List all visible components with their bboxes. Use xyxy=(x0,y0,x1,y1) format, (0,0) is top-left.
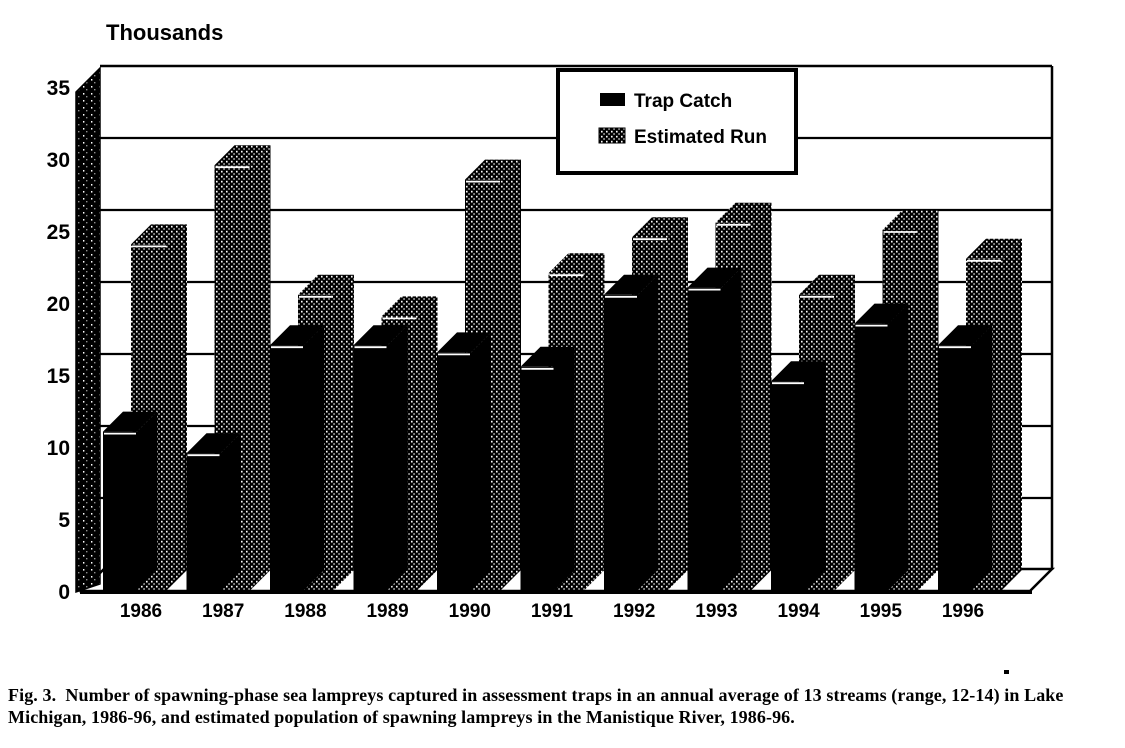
x-tick-1996: 1996 xyxy=(942,601,984,622)
x-tick-1995: 1995 xyxy=(860,601,903,622)
x-tick-1992: 1992 xyxy=(613,601,655,622)
bar-trap-catch-1988 xyxy=(270,325,324,590)
y-tick-0: 0 xyxy=(58,581,70,604)
x-tick-1991: 1991 xyxy=(531,601,574,622)
x-tick-1987: 1987 xyxy=(202,601,244,622)
caption-line-2: Michigan, 1986-96, and estimated populat… xyxy=(8,707,795,727)
plot-area: 0 5 10 15 20 25 30 35 1986 1987 1988 1989 1990 1991 19… xyxy=(47,77,1052,622)
legend-swatch-estimated-run xyxy=(598,127,626,144)
y-tick-5: 5 xyxy=(58,509,70,532)
figure-caption: Fig. 3. Number of spawning-phase sea lam… xyxy=(8,684,1116,728)
bar-trap-catch-1986 xyxy=(103,411,157,590)
lamprey-bar-chart: Thousands 0 5 10 15 20 25 30 35 1986 1987 1988 1989… xyxy=(47,20,1056,622)
chart-title: Thousands xyxy=(106,20,223,45)
x-tick-1988: 1988 xyxy=(284,601,326,622)
y-tick-35: 35 xyxy=(47,77,71,100)
y-tick-25: 25 xyxy=(47,221,71,244)
legend-swatch-trap-catch xyxy=(600,93,625,106)
x-tick-1994: 1994 xyxy=(777,601,820,622)
legend: Trap Catch Estimated Run xyxy=(556,68,798,175)
x-tick-1986: 1986 xyxy=(120,601,162,622)
bar-trap-catch-1989 xyxy=(353,325,408,590)
x-tick-1989: 1989 xyxy=(366,601,408,622)
legend-label-estimated-run: Estimated Run xyxy=(634,127,767,148)
bar-trap-catch-1992 xyxy=(604,274,658,590)
bar-trap-catch-1995 xyxy=(854,303,909,590)
x-tick-1993: 1993 xyxy=(695,601,737,622)
y-tick-10: 10 xyxy=(47,437,70,460)
y-tick-15: 15 xyxy=(47,365,71,388)
bar-trap-catch-1990 xyxy=(437,332,491,590)
bar-trap-catch-1987 xyxy=(186,433,241,590)
bar-trap-catch-1994 xyxy=(771,361,825,590)
legend-box xyxy=(556,68,798,175)
bar-trap-catch-1996 xyxy=(938,325,992,590)
bar-trap-catch-1991 xyxy=(520,346,575,590)
bar-trap-catch-1993 xyxy=(687,267,742,590)
y-axis-wall xyxy=(75,66,101,594)
legend-label-trap-catch: Trap Catch xyxy=(634,91,732,112)
y-tick-20: 20 xyxy=(47,293,70,316)
y-tick-30: 30 xyxy=(47,149,70,172)
caption-line-1: Fig. 3. Number of spawning-phase sea lam… xyxy=(8,685,1064,705)
scan-artifact-dot xyxy=(1004,670,1009,674)
x-tick-1990: 1990 xyxy=(449,601,491,622)
